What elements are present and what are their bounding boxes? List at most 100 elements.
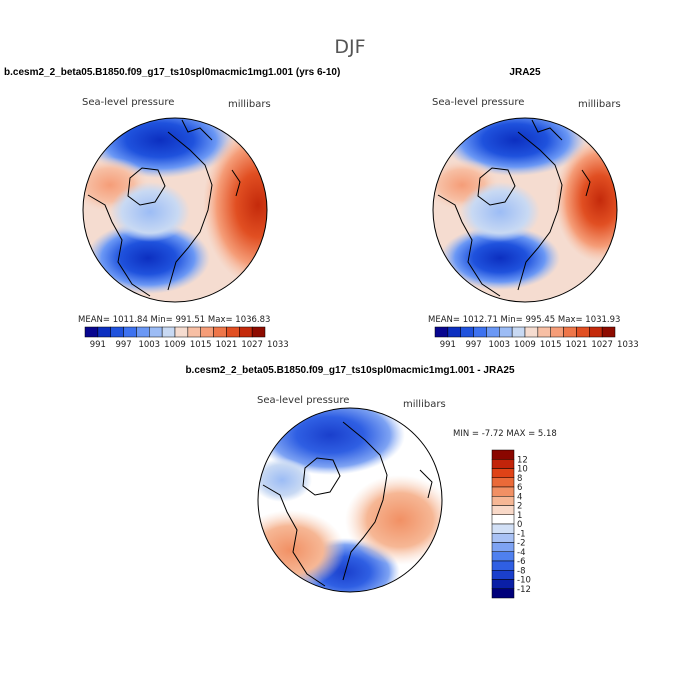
model-colorbar-tick-label: 991 bbox=[90, 340, 106, 350]
diff-colorbar-swatch bbox=[491, 449, 515, 460]
obs-colorbar-swatch bbox=[434, 326, 449, 338]
obs-colorbar-tick-label: 1003 bbox=[488, 340, 510, 350]
diff-colorbar-tick-label: 12 bbox=[517, 455, 528, 465]
panel-diff-title: b.cesm2_2_beta05.B1850.f09_g17_ts10spl0m… bbox=[185, 365, 515, 376]
field-diff-high-west bbox=[258, 510, 345, 590]
coastline-north-america bbox=[87, 194, 151, 297]
field-high-east bbox=[203, 125, 267, 285]
obs-colorbar-tick-label: 1015 bbox=[540, 340, 562, 350]
map-diff-border bbox=[257, 407, 443, 593]
diff-colorbar-swatch bbox=[491, 551, 515, 562]
field-high-east bbox=[555, 138, 617, 262]
diff-colorbar-tick-label: -8 bbox=[517, 566, 525, 576]
field-low-south bbox=[86, 222, 210, 294]
panel-obs-units-label: millibars bbox=[578, 99, 621, 110]
obs-colorbar-swatch bbox=[537, 326, 551, 338]
coastline-greenland bbox=[302, 457, 341, 496]
obs-colorbar-tick-label: 1033 bbox=[617, 340, 639, 350]
coastline-greenland bbox=[477, 167, 516, 206]
map-diff bbox=[258, 408, 442, 592]
diff-colorbar-tick-label: -6 bbox=[517, 557, 525, 567]
map-model-border bbox=[82, 117, 268, 303]
diff-colorbar-tick-label: -1 bbox=[517, 529, 525, 539]
coastline-east bbox=[419, 469, 433, 499]
model-colorbar-swatch bbox=[187, 326, 201, 338]
coastline-scandinavia bbox=[181, 119, 213, 141]
model-colorbar-swatch bbox=[239, 326, 253, 338]
model-colorbar-tick-label: 1033 bbox=[267, 340, 289, 350]
diff-colorbar-tick-label: 1 bbox=[517, 511, 522, 521]
model-colorbar-tick-label: 1009 bbox=[164, 340, 186, 350]
obs-colorbar-swatch bbox=[589, 326, 603, 338]
model-colorbar-swatch bbox=[84, 326, 99, 338]
diff-colorbar-tick-label: 8 bbox=[517, 474, 522, 484]
field-diff-cool-west bbox=[258, 458, 312, 502]
diff-colorbar-swatch bbox=[491, 570, 515, 580]
field-center-cool bbox=[110, 182, 190, 242]
diff-colorbar-swatch bbox=[491, 523, 515, 534]
panel-model-variable-label: Sea-level pressure bbox=[82, 97, 174, 108]
obs-colorbar-tick-label: 991 bbox=[440, 340, 456, 350]
diff-colorbar-tick-label: -4 bbox=[517, 548, 525, 558]
coastline-eurasia bbox=[517, 131, 563, 291]
coastline-east bbox=[231, 169, 241, 197]
model-colorbar-swatch bbox=[136, 326, 150, 338]
coastline-north-america bbox=[262, 484, 326, 587]
model-colorbar-swatch bbox=[97, 326, 111, 338]
panel-model-title: b.cesm2_2_beta05.B1850.f09_g17_ts10spl0m… bbox=[4, 67, 340, 78]
field-center-cool bbox=[460, 182, 540, 242]
model-colorbar-swatch bbox=[174, 326, 189, 338]
diff-colorbar-swatch bbox=[491, 514, 515, 525]
obs-colorbar-swatch bbox=[576, 326, 590, 338]
obs-colorbar-swatch bbox=[447, 326, 461, 338]
colorbar-model: 991 997 1003 1009 1015 1021 1027 1033 bbox=[84, 326, 289, 350]
diff-colorbar-tick-label: -2 bbox=[517, 539, 525, 549]
obs-colorbar-tick-label: 1009 bbox=[514, 340, 536, 350]
field-diff-high-east bbox=[345, 475, 442, 565]
diff-colorbar-tick-label: 0 bbox=[517, 520, 522, 530]
obs-colorbar-swatch bbox=[601, 326, 616, 338]
diff-colorbar-swatch bbox=[491, 505, 515, 515]
coastline-north-america bbox=[437, 194, 501, 297]
coastline-greenland bbox=[127, 167, 166, 206]
coastline-eurasia bbox=[167, 131, 213, 291]
obs-colorbar-tick-label: 1021 bbox=[566, 340, 588, 350]
model-colorbar-swatch bbox=[149, 326, 163, 338]
figure-title: DJF bbox=[334, 36, 365, 58]
map-obs-border bbox=[432, 117, 618, 303]
panel-obs-stats: MEAN= 1012.71 Min= 995.45 Max= 1031.93 bbox=[428, 315, 620, 325]
panel-obs-variable-label: Sea-level pressure bbox=[432, 97, 524, 108]
diff-colorbar-tick-label: 4 bbox=[517, 492, 522, 502]
diff-colorbar-swatch bbox=[491, 468, 515, 478]
colorbar-obs: 991 997 1003 1009 1015 1021 1027 1033 bbox=[434, 326, 639, 350]
coastline-east bbox=[581, 169, 591, 197]
model-colorbar-tick-label: 1021 bbox=[216, 340, 238, 350]
obs-colorbar-swatch bbox=[486, 326, 500, 338]
model-colorbar-swatch bbox=[123, 326, 137, 338]
model-colorbar-tick-label: 1027 bbox=[241, 340, 263, 350]
panel-obs-title: JRA25 bbox=[509, 67, 541, 78]
diff-colorbar-swatch bbox=[491, 542, 515, 552]
obs-colorbar-swatch bbox=[460, 326, 474, 338]
obs-colorbar-swatch bbox=[473, 326, 487, 338]
panel-model-units-label: millibars bbox=[228, 99, 271, 110]
panel-diff-stats: MIN = -7.72 MAX = 5.18 bbox=[453, 429, 557, 439]
obs-colorbar-swatch bbox=[511, 326, 526, 338]
obs-colorbar-swatch bbox=[563, 326, 577, 338]
model-colorbar-swatch bbox=[213, 326, 227, 338]
model-colorbar-tick-label: 1015 bbox=[190, 340, 212, 350]
coastline-scandinavia bbox=[531, 119, 563, 141]
model-colorbar-swatch bbox=[161, 326, 176, 338]
diff-colorbar-tick-label: 10 bbox=[517, 465, 528, 475]
diff-colorbar-tick-label: -10 bbox=[517, 576, 531, 586]
obs-colorbar-swatch bbox=[550, 326, 564, 338]
obs-colorbar-tick-label: 997 bbox=[465, 340, 481, 350]
field-low-south bbox=[440, 226, 560, 290]
diff-colorbar-tick-label: 6 bbox=[517, 483, 522, 493]
obs-colorbar-tick-label: 1027 bbox=[591, 340, 613, 350]
panel-model-stats: MEAN= 1011.84 Min= 991.51 Max= 1036.83 bbox=[78, 315, 270, 325]
coastline-eurasia bbox=[342, 421, 388, 581]
obs-colorbar-swatch bbox=[499, 326, 513, 338]
